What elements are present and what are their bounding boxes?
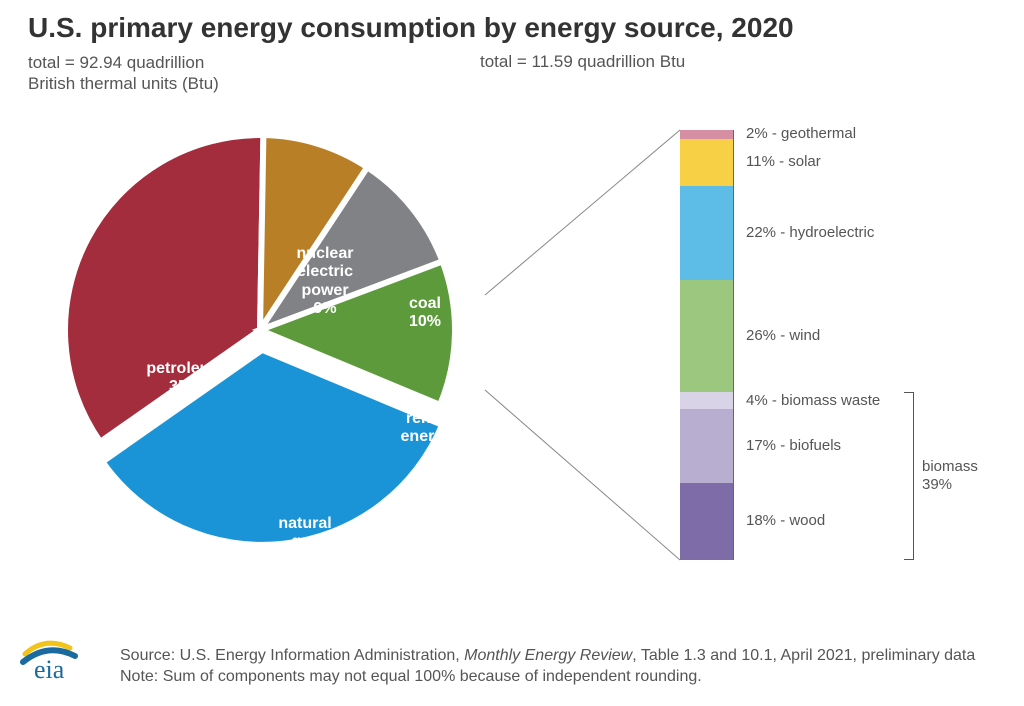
bar-label-biofuels: 17% - biofuels — [746, 437, 841, 454]
bar-seg-hydroelectric — [680, 186, 733, 281]
bar-seg-wood — [680, 483, 733, 560]
pie-chart: petroleum35%nuclearelectricpower9%coal10… — [50, 120, 470, 540]
subtitle-left: total = 92.94 quadrillion British therma… — [28, 52, 219, 95]
pie-label-petroleum: petroleum35% — [110, 360, 260, 397]
subtitle-right: total = 11.59 quadrillion Btu — [480, 52, 685, 72]
subtitle-left-line1: total = 92.94 quadrillion — [28, 53, 204, 72]
bar-seg-geothermal — [680, 130, 733, 139]
bar-label-biomass-waste: 4% - biomass waste — [746, 392, 880, 409]
biomass-bracket — [904, 392, 914, 560]
pie-label-coal: coal10% — [350, 295, 500, 332]
biomass-line2: 39% — [922, 476, 952, 493]
eia-logo-svg: eia — [20, 634, 100, 684]
bar-seg-wind — [680, 280, 733, 392]
bar-seg-biofuels — [680, 409, 733, 482]
pie-label-natural-gas: naturalgas34% — [230, 515, 380, 570]
subtitle-left-line2: British thermal units (Btu) — [28, 74, 219, 93]
biomass-line1: biomass — [922, 458, 978, 475]
logo-text: eia — [34, 655, 65, 684]
bar-label-wind: 26% - wind — [746, 327, 820, 344]
bar-seg-solar — [680, 139, 733, 186]
bar-label-solar: 11% - solar — [746, 153, 821, 170]
biomass-bracket-label: biomass 39% — [922, 458, 978, 494]
renewable-breakdown-bar — [680, 130, 734, 560]
bar-label-geothermal: 2% - geothermal — [746, 125, 856, 142]
eia-logo: eia — [20, 634, 100, 684]
bar-label-wood: 18% - wood — [746, 512, 825, 529]
bar-label-hydroelectric: 22% - hydroelectric — [746, 224, 874, 241]
footer-note: Note: Sum of components may not equal 10… — [120, 668, 702, 685]
source-prefix: Source: U.S. Energy Information Administ… — [120, 647, 464, 664]
pie-svg — [50, 120, 530, 580]
chart-title: U.S. primary energy consumption by energ… — [28, 12, 794, 44]
bar-seg-biomass-waste — [680, 392, 733, 409]
pie-label-renewable-energy: renewableenergy 12% — [370, 410, 520, 447]
footer-notes: Source: U.S. Energy Information Administ… — [120, 645, 975, 688]
source-italic: Monthly Energy Review — [464, 647, 632, 664]
source-suffix: , Table 1.3 and 10.1, April 2021, prelim… — [632, 647, 975, 664]
